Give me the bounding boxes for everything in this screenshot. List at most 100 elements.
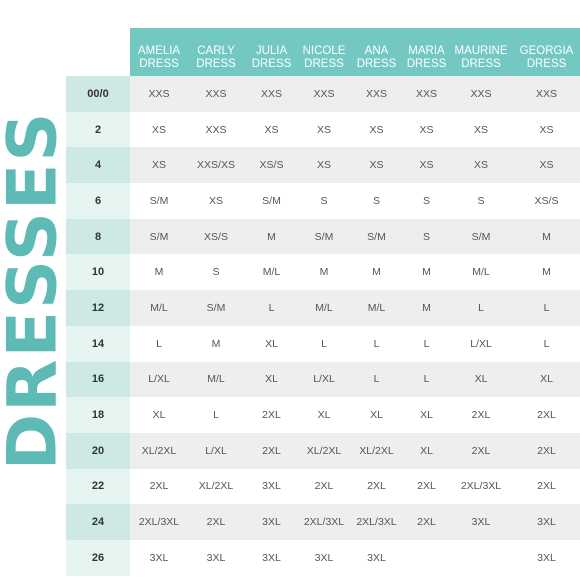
- table-cell: XL: [265, 337, 278, 350]
- table-cell: 3XL: [367, 551, 386, 564]
- column-header-line: JULIA: [255, 45, 288, 57]
- table-cell: L: [213, 409, 219, 422]
- table-cell: M: [154, 266, 164, 279]
- table-cell: 3XL: [262, 551, 281, 564]
- table-cell: XS: [151, 159, 166, 172]
- table-cell: XL: [265, 373, 278, 386]
- table-cell: XXS: [470, 87, 492, 100]
- size-label: 22: [66, 468, 130, 505]
- column-header-line: DRESS: [196, 58, 236, 70]
- column-header-line: DRESS: [526, 58, 567, 70]
- table-row: 10 M S M/L M M M M/L M: [66, 254, 580, 291]
- table-cell: L: [423, 373, 430, 386]
- row-cells: S/M XS S/M S S S S XS/S: [130, 183, 580, 219]
- size-label: 14: [66, 325, 130, 362]
- column-header-line: GEORGIA: [519, 45, 574, 57]
- row-cells: XS XXS/XS XS/S XS XS XS XS XS: [130, 147, 580, 184]
- size-label: 24: [66, 504, 130, 540]
- table-cell: XS: [369, 123, 384, 136]
- table-cell: XS: [208, 194, 223, 207]
- table-cell: 3XL: [471, 516, 491, 529]
- table-cell: L: [543, 301, 550, 314]
- table-cell: 2XL/3XL: [303, 516, 345, 529]
- table-cell: M/L: [367, 301, 386, 314]
- table-cell: XS/S: [534, 194, 559, 207]
- table-cell: 3XL: [262, 480, 281, 493]
- table-cell: XS: [264, 123, 279, 136]
- row-cells: XXS XXS XXS XXS XXS XXS XXS XXS: [130, 76, 580, 112]
- table-cell: 2XL: [537, 444, 556, 457]
- size-label: 18: [66, 397, 130, 433]
- table-cell: XXS: [535, 87, 557, 100]
- table-cell: [404, 540, 449, 576]
- table-cell: 3XL: [206, 551, 226, 564]
- table-cell: M/L: [207, 373, 225, 386]
- title-vertical: DRESSES: [0, 0, 73, 580]
- column-header-line: AMELIA: [137, 45, 181, 57]
- table-cell: XS: [151, 123, 166, 136]
- table-cell: 2XL/3XL: [460, 480, 502, 493]
- table-row: 8 S/M XS/S M S/M S/M S S/M M: [66, 218, 580, 255]
- table-cell: L: [478, 301, 484, 314]
- table-cell: S: [372, 194, 380, 207]
- table-cell: XL: [420, 409, 433, 422]
- column-header-amelia: AMELIA DRESS: [130, 28, 188, 76]
- column-header-nicole: NICOLE DRESS: [299, 28, 349, 76]
- table-cell: XS: [419, 159, 434, 172]
- table-cell: XL: [317, 409, 331, 422]
- column-header-line: DRESS: [304, 58, 344, 70]
- table-cell: M: [542, 230, 551, 243]
- table-cell: XXS: [205, 87, 227, 100]
- table-cell: XXS: [313, 87, 335, 100]
- table-cell: L: [268, 301, 275, 314]
- table-cell: XXS: [365, 87, 387, 100]
- column-header-julia: JULIA DRESS: [244, 28, 299, 76]
- table-cell: S: [320, 194, 328, 207]
- table-cell: XXS/XS: [197, 159, 235, 172]
- table-cell: XL: [370, 409, 383, 422]
- size-label: 2: [66, 111, 130, 148]
- table-cell: S: [422, 230, 430, 243]
- table-cell: S/M: [206, 301, 226, 314]
- table-cell: 3XL: [314, 551, 334, 564]
- column-header-line: DRESS: [251, 58, 292, 70]
- table-cell: L: [373, 337, 380, 350]
- table-cell: XS/S: [259, 159, 284, 172]
- title-text: DRESSES: [0, 110, 73, 470]
- table-cell: XXS: [415, 87, 437, 100]
- table-cell: M: [211, 337, 221, 350]
- table-cell: L/XL: [148, 373, 170, 386]
- row-cells: XL L 2XL XL XL XL 2XL 2XL: [130, 397, 580, 433]
- size-label: 12: [66, 290, 130, 326]
- table-cell: M: [319, 266, 329, 279]
- row-cells: 2XL XL/2XL 3XL 2XL 2XL 2XL 2XL/3XL 2XL: [130, 468, 580, 505]
- table-cell: 2XL/3XL: [138, 516, 180, 529]
- table-row: 20 XL/2XL L/XL 2XL XL/2XL XL/2XL XL 2XL 2XL: [66, 432, 580, 469]
- table-cell: S: [212, 266, 220, 279]
- table-cell: XS/S: [204, 230, 228, 243]
- size-label: 10: [66, 254, 130, 291]
- table-row: 14 L M XL L L L L/XL L: [66, 325, 580, 362]
- table-cell: M: [267, 230, 276, 243]
- column-header-line: MAURINE: [454, 45, 508, 57]
- table-cell: S/M: [471, 230, 491, 243]
- column-header-line: DRESS: [139, 58, 179, 70]
- table-cell: 2XL: [206, 516, 226, 529]
- header-row: AMELIA DRESS CARLY DRESS JULIA DRESS NICOLE DRE…: [130, 28, 580, 76]
- table-cell: M: [422, 301, 431, 314]
- table-cell: XL: [420, 444, 433, 457]
- column-header-line: NICOLE: [302, 45, 346, 57]
- column-header-maurine: MAURINE DRESS: [449, 28, 513, 76]
- table-cell: 3XL: [149, 551, 169, 564]
- column-header-maria: MARIA DRESS: [404, 28, 449, 76]
- row-cells: S/M XS/S M S/M S/M S S/M M: [130, 218, 580, 255]
- table-cell: M: [542, 266, 551, 279]
- table-cell: S/M: [149, 230, 169, 243]
- table-cell: 2XL: [471, 409, 491, 422]
- row-cells: XL/2XL L/XL 2XL XL/2XL XL/2XL XL 2XL 2XL: [130, 432, 580, 469]
- table-cell: L/XL: [205, 444, 227, 457]
- table-cell: XS: [316, 123, 331, 136]
- table-cell: 2XL: [537, 409, 556, 422]
- table-row: 12 M/L S/M L M/L M/L M L L: [66, 290, 580, 326]
- row-cells: L/XL M/L XL L/XL L L XL XL: [130, 361, 580, 398]
